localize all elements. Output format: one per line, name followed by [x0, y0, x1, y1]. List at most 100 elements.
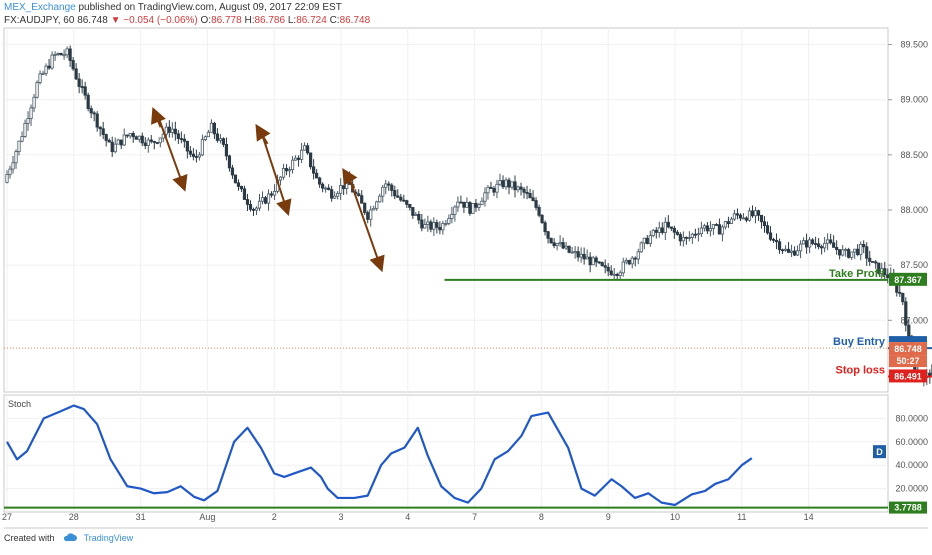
candle-body	[45, 66, 47, 73]
candle-body	[556, 244, 558, 246]
candle-body	[860, 244, 862, 254]
high-label: H:	[244, 15, 254, 26]
candle-body	[814, 243, 816, 244]
candle-body	[844, 250, 846, 251]
publish-line: MEX_Exchange published on TradingView.co…	[4, 2, 342, 13]
candle-body	[532, 198, 534, 201]
candle-body	[222, 139, 224, 145]
y-tick-label: 88.500	[900, 150, 928, 160]
footer: Created with TradingView	[4, 533, 133, 543]
ohlc-line: FX:AUDJPY, 60 86.748 ▼ −0.054 (−0.06%) O…	[4, 15, 370, 26]
buy-entry-label: Buy Entry	[833, 336, 886, 348]
candle-body	[517, 187, 519, 190]
candle-body	[165, 127, 167, 134]
candle-body	[33, 97, 35, 108]
candle-body	[336, 193, 338, 196]
candle-body	[613, 274, 615, 275]
y-tick-label: 89.500	[900, 40, 928, 50]
candle-body	[240, 186, 242, 188]
candle-body	[742, 218, 744, 219]
candle-body	[589, 257, 591, 265]
candle-body	[321, 184, 323, 188]
candle-body	[766, 226, 768, 233]
candle-body	[463, 202, 465, 207]
candle-body	[54, 54, 56, 55]
candle-body	[252, 209, 254, 210]
stoch-level-badge: 3.7788	[894, 503, 922, 513]
close-label: C:	[330, 15, 340, 26]
candle-body	[141, 136, 143, 143]
candle-body	[388, 184, 390, 185]
candle-body	[219, 139, 221, 141]
candle-body	[493, 188, 495, 192]
candle-body	[583, 254, 585, 259]
candle-body	[273, 191, 275, 195]
candle-body	[183, 139, 185, 141]
candle-body	[592, 258, 594, 265]
x-tick-label: 8	[539, 512, 544, 522]
candle-body	[180, 139, 182, 140]
stop-loss-label: Stop loss	[835, 364, 885, 376]
candle-body	[105, 135, 107, 141]
candle-body	[246, 200, 248, 205]
candle-body	[697, 234, 699, 235]
candle-body	[69, 49, 71, 61]
candle-body	[802, 241, 804, 244]
candle-body	[415, 214, 417, 215]
symbol-label[interactable]: FX:AUDJPY, 60	[4, 15, 74, 26]
x-tick-label: 31	[136, 512, 146, 522]
candle-body	[772, 239, 774, 240]
candle-body	[631, 258, 633, 264]
candle-body	[207, 132, 209, 136]
d-badge: D	[876, 447, 883, 457]
candle-body	[126, 135, 128, 136]
tradingview-brand-link[interactable]: TradingView	[84, 533, 134, 543]
candle-body	[150, 140, 152, 141]
candle-body	[204, 137, 206, 140]
candle-body	[499, 181, 501, 185]
author-link[interactable]: MEX_Exchange	[4, 2, 76, 13]
y-tick-label: 89.000	[900, 95, 928, 105]
candle-body	[270, 194, 272, 195]
stoch-pane[interactable]	[4, 395, 888, 512]
candle-body	[421, 220, 423, 228]
candle-body	[487, 187, 489, 192]
candle-body	[120, 140, 122, 145]
candle-body	[210, 123, 212, 132]
candle-body	[905, 302, 907, 325]
candle-body	[454, 207, 456, 214]
stop-loss-badge: 86.491	[894, 371, 922, 381]
candle-body	[63, 55, 65, 56]
candle-body	[42, 73, 44, 74]
high-value: 86.786	[254, 15, 285, 26]
candle-body	[111, 142, 113, 152]
candle-body	[48, 66, 50, 68]
candle-body	[255, 208, 257, 210]
candle-body	[225, 144, 227, 156]
candle-body	[481, 201, 483, 204]
candle-body	[875, 262, 877, 263]
candle-body	[853, 249, 855, 252]
candle-body	[727, 222, 729, 224]
candle-body	[529, 193, 531, 197]
candle-body	[243, 189, 245, 200]
candle-body	[664, 222, 666, 232]
candle-body	[817, 244, 819, 247]
candle-body	[625, 260, 627, 262]
candle-body	[300, 150, 302, 159]
candle-body	[490, 187, 492, 188]
x-tick-label: 14	[804, 512, 814, 522]
candle-body	[670, 227, 672, 228]
candle-body	[469, 202, 471, 213]
candle-body	[866, 247, 868, 258]
candle-body	[863, 244, 865, 246]
x-tick-label: 4	[405, 512, 410, 522]
x-tick-label: 11	[737, 512, 746, 522]
candle-body	[796, 251, 798, 255]
stoch-y-tick-label: 80.0000	[895, 413, 928, 423]
candle-body	[730, 219, 732, 224]
candle-body	[869, 258, 871, 261]
candle-body	[294, 158, 296, 160]
candle-body	[793, 251, 795, 255]
